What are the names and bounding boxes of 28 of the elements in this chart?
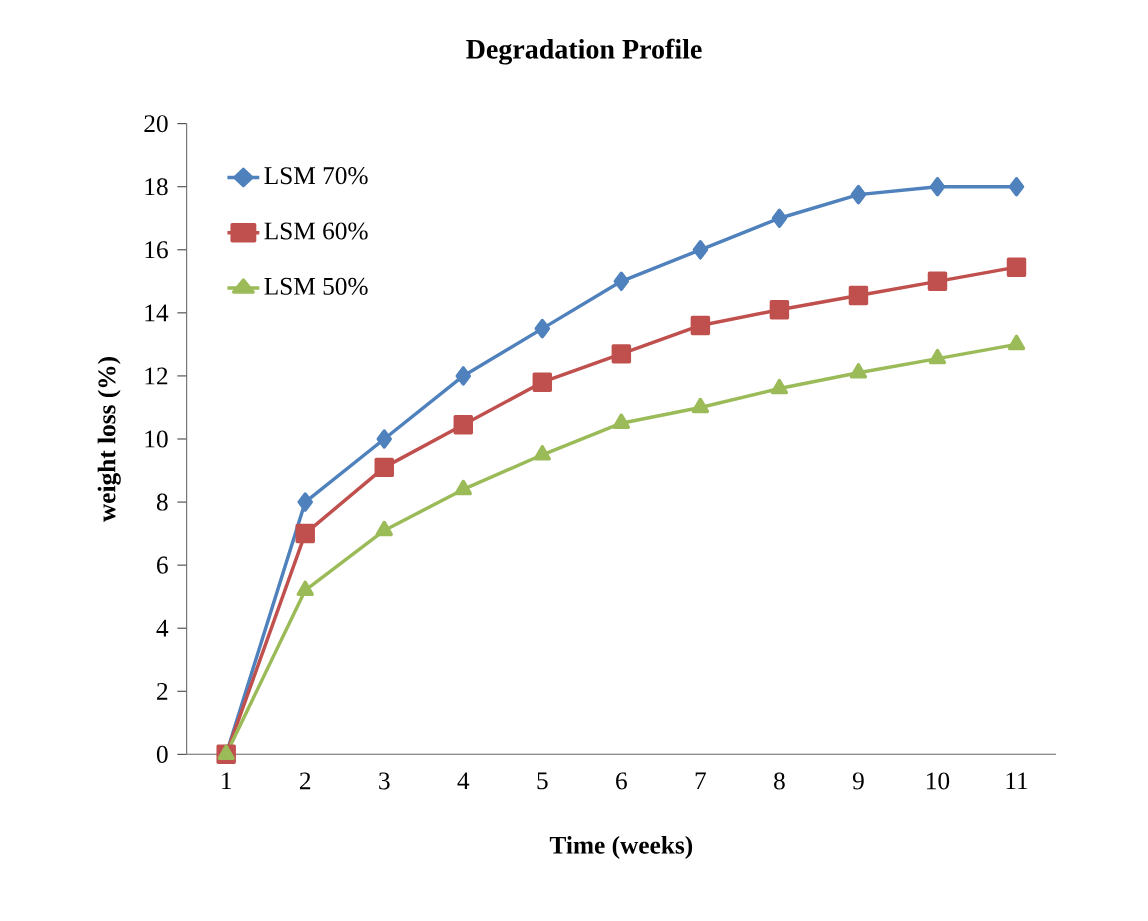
x-tick-label: 2 xyxy=(299,772,311,790)
y-tick-label: 2 xyxy=(157,682,168,700)
x-tick-label: 6 xyxy=(616,772,627,790)
legend-label: LSM 70% xyxy=(264,167,368,185)
x-tick-label: 9 xyxy=(852,772,864,790)
y-tick-label: 0 xyxy=(156,745,168,763)
x-tick-label: 5 xyxy=(537,772,548,790)
chart-title: Degradation Profile xyxy=(466,38,702,65)
y-tick-label: 14 xyxy=(145,304,169,322)
y-tick-label: 20 xyxy=(144,115,168,133)
y-tick-label: 8 xyxy=(156,493,168,511)
y-tick-label: 18 xyxy=(145,178,168,196)
y-tick-label: 4 xyxy=(156,619,169,637)
y-tick-label: 16 xyxy=(145,241,168,259)
x-tick-label: 1 xyxy=(222,772,231,790)
y-tick-label: 6 xyxy=(157,556,168,574)
y-axis-title: weight loss (%) xyxy=(97,357,121,522)
legend-label: LSM 50% xyxy=(264,277,368,295)
x-tick-label: 8 xyxy=(774,772,785,790)
x-tick-label: 7 xyxy=(695,772,706,789)
y-tick-label: 10 xyxy=(145,430,168,448)
x-tick-label: 10 xyxy=(927,772,950,790)
x-axis-title: Time (weeks) xyxy=(549,835,693,859)
x-tick-label: 4 xyxy=(457,772,470,790)
x-tick-label: 11 xyxy=(1006,772,1028,790)
y-tick-label: 12 xyxy=(145,367,168,385)
x-tick-label: 3 xyxy=(379,772,390,790)
legend-label: LSM 60% xyxy=(264,222,368,240)
